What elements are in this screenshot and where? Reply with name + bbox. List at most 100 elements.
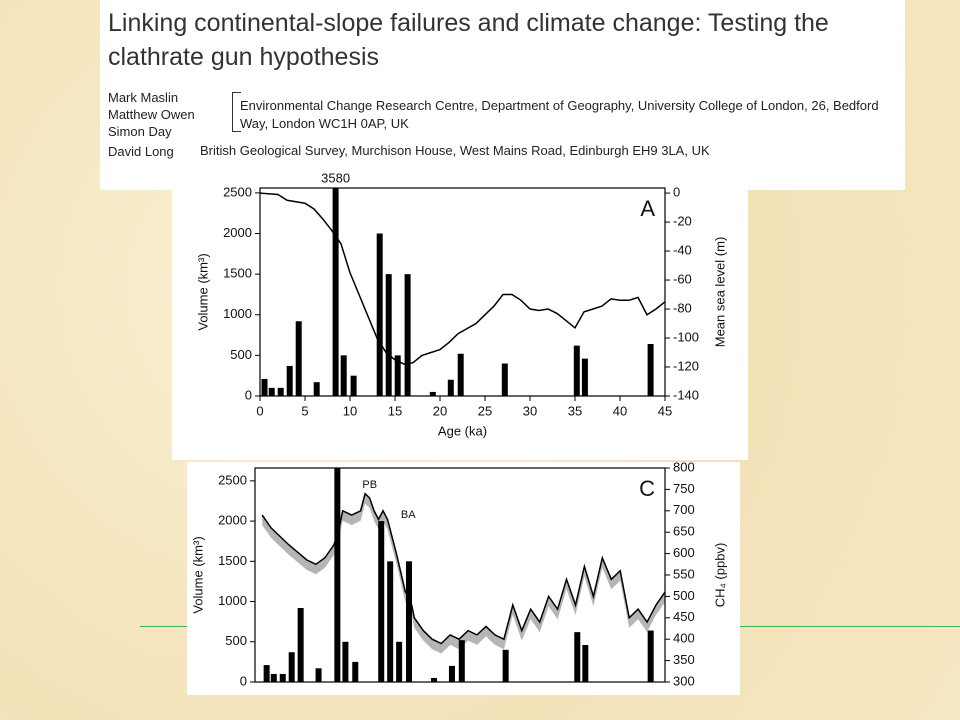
paper-title: Linking continental-slope failures and c…	[108, 9, 829, 71]
annotation: PB	[362, 479, 377, 491]
x-axis-label: Age (ka)	[438, 423, 487, 438]
y-tick-label: 1500	[223, 266, 252, 281]
y2-tick-label: -40	[673, 242, 692, 257]
bar	[431, 677, 438, 682]
y-tick-label: 500	[230, 347, 252, 362]
x-tick-label: 45	[658, 403, 672, 418]
bar	[288, 652, 295, 682]
plot	[261, 468, 665, 682]
y-tick-label: 1500	[218, 553, 247, 568]
x-tick-label: 30	[523, 403, 537, 418]
bar-value-label: 3580	[321, 170, 350, 185]
x-tick-label: 10	[343, 403, 357, 418]
bar	[378, 521, 385, 682]
x-tick-label: 15	[388, 403, 402, 418]
y2-tick-label: 600	[673, 545, 695, 560]
y2-axis-label: Mean sea level (m)	[712, 237, 727, 348]
bar	[405, 561, 412, 682]
author: Matthew Owen	[108, 107, 195, 122]
bar	[502, 649, 509, 682]
bar	[394, 355, 401, 396]
y-tick-label: 2000	[218, 513, 247, 528]
bar	[647, 630, 654, 682]
ch4-band	[262, 493, 665, 654]
y-tick-label: 500	[225, 633, 247, 648]
y2-tick-label: 300	[673, 673, 695, 688]
y-tick-label: 1000	[223, 306, 252, 321]
bar	[429, 391, 436, 396]
bar	[261, 378, 268, 396]
bar	[457, 353, 464, 396]
bar	[376, 233, 383, 396]
x-tick-label: 0	[256, 403, 263, 418]
y2-tick-label: 550	[673, 566, 695, 581]
line-series	[260, 192, 665, 365]
y2-tick-label: 700	[673, 502, 695, 517]
panel-label: A	[640, 196, 655, 221]
y2-tick-label: -120	[673, 358, 699, 373]
author: Simon Day	[108, 124, 172, 139]
bar	[270, 673, 277, 682]
bar	[286, 365, 293, 396]
bar	[332, 188, 339, 396]
y2-tick-label: 650	[673, 524, 695, 539]
bar	[279, 673, 286, 682]
bar	[340, 355, 347, 396]
x-tick-label: 25	[478, 403, 492, 418]
bar	[404, 274, 411, 396]
y2-tick-label: -140	[673, 387, 699, 402]
x-tick-label: 35	[568, 403, 582, 418]
plot-frame	[259, 187, 666, 397]
panel-bg	[172, 170, 748, 460]
y-tick-label: 1000	[218, 593, 247, 608]
author: Mark Maslin	[108, 90, 179, 105]
plot	[260, 188, 665, 396]
bar	[574, 632, 581, 682]
y2-tick-label: -80	[673, 300, 692, 315]
bar	[581, 358, 588, 396]
x-tick-label: 5	[301, 403, 308, 418]
bar	[448, 665, 455, 682]
y2-tick-label: -20	[673, 214, 692, 229]
bar	[342, 641, 349, 682]
bracket	[232, 92, 241, 132]
panel-label: C	[639, 476, 655, 501]
y2-tick-label: -100	[673, 329, 699, 344]
bar	[647, 344, 654, 396]
y-tick-label: 0	[240, 673, 247, 688]
annotation: BA	[401, 509, 416, 521]
affiliation: Environmental Change Research Centre, De…	[240, 98, 879, 131]
bar	[573, 345, 580, 396]
bar	[582, 644, 589, 682]
y2-tick-label: -60	[673, 271, 692, 286]
y2-tick-label: 450	[673, 609, 695, 624]
y-axis-label: Volume (km³)	[190, 536, 205, 613]
bar	[396, 641, 403, 682]
affiliation: British Geological Survey, Murchison Hou…	[200, 143, 710, 158]
bar	[313, 382, 320, 396]
y2-axis-label: CH₄ (ppbv)	[712, 543, 727, 608]
bar	[277, 387, 284, 396]
bar	[350, 375, 357, 396]
bar	[268, 387, 275, 396]
y2-tick-label: 750	[673, 481, 695, 496]
y2-tick-label: 500	[673, 588, 695, 603]
y-tick-label: 0	[245, 387, 252, 402]
bar	[447, 379, 454, 396]
bar	[385, 274, 392, 396]
y2-tick-label: 0	[673, 185, 680, 200]
bar	[501, 363, 508, 396]
bar	[334, 468, 341, 682]
y-axis-label: Volume (km³)	[195, 253, 210, 330]
y2-tick-label: 400	[673, 631, 695, 646]
y2-tick-label: 800	[673, 459, 695, 474]
y-tick-label: 2000	[223, 225, 252, 240]
bar	[295, 321, 302, 396]
y-tick-label: 2500	[223, 184, 252, 199]
bar	[458, 640, 465, 682]
x-tick-label: 20	[433, 403, 447, 418]
bar	[315, 668, 322, 682]
bar	[352, 661, 359, 682]
